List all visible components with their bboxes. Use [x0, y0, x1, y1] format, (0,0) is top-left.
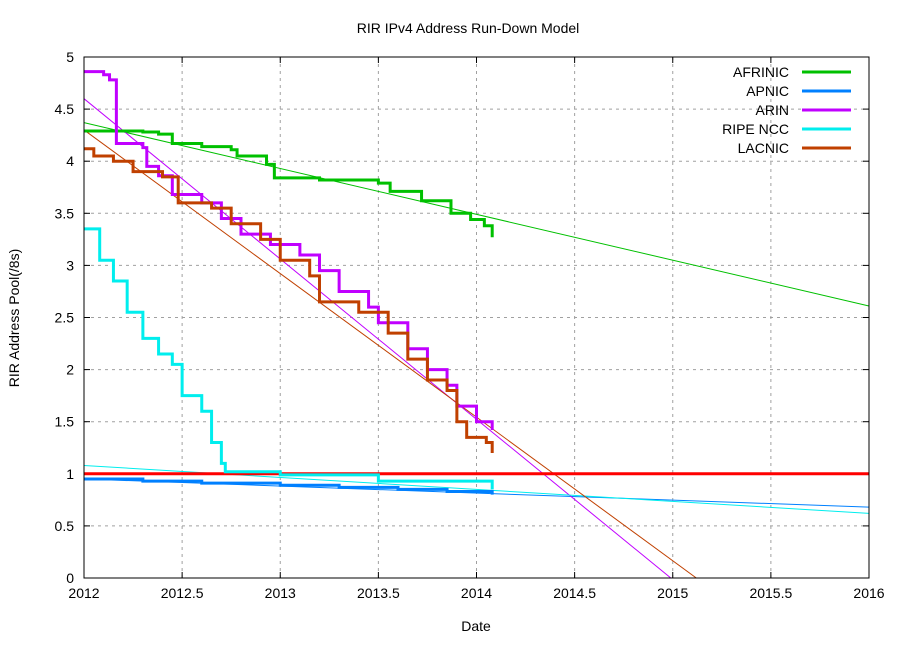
- y-tick-label: 0: [66, 570, 74, 586]
- x-tick-label: 2015: [657, 585, 688, 601]
- series-line-arin: [84, 70, 494, 431]
- legend-label-apnic: APNIC: [746, 83, 789, 99]
- x-tick-label: 2014.5: [553, 585, 596, 601]
- series-group: [83, 70, 870, 579]
- legend-label-lacnic: LACNIC: [738, 140, 789, 156]
- y-tick-label: 3.5: [55, 205, 75, 221]
- y-tick-label: 1: [66, 466, 74, 482]
- x-tick-label: 2014: [461, 585, 492, 601]
- series-line-ripe-ncc: [84, 227, 494, 490]
- legend-label-ripe-ncc: RIPE NCC: [722, 121, 789, 137]
- fit-line-afrinic: [83, 122, 870, 307]
- fit-line-arin: [83, 98, 672, 579]
- series-line-apnic: [84, 477, 494, 495]
- y-tick-label: 0.5: [55, 518, 75, 534]
- ticks: 2012 2012.5 2013 2013.5 2014 2014.5 2015 2015.5…: [55, 49, 885, 601]
- series-line-lacnic: [84, 147, 494, 453]
- legend-label-afrinic: AFRINIC: [733, 64, 789, 80]
- x-tick-label: 2012.5: [161, 585, 204, 601]
- y-tick-label: 5: [66, 49, 74, 65]
- y-tick-label: 2.5: [55, 310, 75, 326]
- y-axis-label: RIR Address Pool(/8s): [6, 249, 22, 388]
- y-tick-label: 2: [66, 362, 74, 378]
- y-tick-label: 4: [66, 153, 74, 169]
- x-tick-label: 2012: [68, 585, 99, 601]
- y-tick-label: 4.5: [55, 101, 75, 117]
- legend: AFRINIC APNIC ARIN RIPE NCC LACNIC: [722, 64, 851, 156]
- y-tick-label: 1.5: [55, 414, 75, 430]
- x-tick-label: 2013.5: [357, 585, 400, 601]
- x-tick-label: 2015.5: [749, 585, 792, 601]
- series-line-afrinic: [84, 129, 494, 238]
- chart-title: RIR IPv4 Address Run-Down Model: [357, 20, 580, 36]
- x-tick-label: 2016: [853, 585, 884, 601]
- legend-label-arin: ARIN: [756, 102, 789, 118]
- x-axis-label: Date: [461, 618, 491, 634]
- y-tick-label: 3: [66, 257, 74, 273]
- x-tick-label: 2013: [265, 585, 296, 601]
- fit-line-lacnic: [83, 129, 697, 579]
- plot-frame: [83, 56, 870, 579]
